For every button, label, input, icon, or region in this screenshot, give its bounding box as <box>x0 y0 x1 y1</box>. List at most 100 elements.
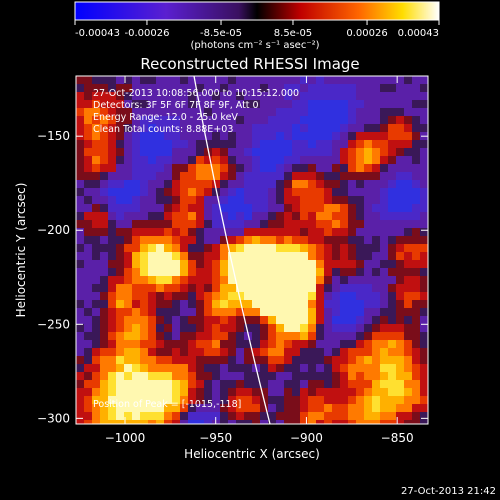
heatmap-cell <box>100 276 108 284</box>
heatmap-cell <box>188 332 196 340</box>
heatmap-cell <box>252 396 260 404</box>
heatmap-cell <box>380 292 388 300</box>
heatmap-cell <box>404 236 412 244</box>
heatmap-cell <box>84 156 92 164</box>
heatmap-cell <box>372 332 380 340</box>
heatmap-cell <box>92 292 100 300</box>
heatmap-cell <box>324 268 332 276</box>
heatmap-cell <box>180 100 188 108</box>
heatmap-cell <box>372 396 380 404</box>
heatmap-cell <box>236 348 244 356</box>
heatmap-cell <box>140 292 148 300</box>
heatmap-cell <box>196 84 204 92</box>
colorbar-tick-label: 0.00043 <box>398 28 439 39</box>
heatmap-cell <box>420 260 428 268</box>
heatmap-cell <box>340 292 348 300</box>
heatmap-cell <box>116 228 124 236</box>
heatmap-cell <box>244 276 252 284</box>
heatmap-cell <box>76 260 84 268</box>
heatmap-cell <box>212 268 220 276</box>
heatmap-cell <box>364 404 372 412</box>
heatmap-cell <box>332 92 340 100</box>
heatmap-cell <box>324 388 332 396</box>
heatmap-cell <box>340 116 348 124</box>
heatmap-cell <box>292 92 300 100</box>
heatmap-cell <box>316 148 324 156</box>
heatmap-cell <box>380 172 388 180</box>
heatmap-cell <box>188 236 196 244</box>
heatmap-cell <box>380 388 388 396</box>
heatmap-cell <box>148 108 156 116</box>
heatmap-cell <box>404 372 412 380</box>
heatmap-cell <box>404 84 412 92</box>
heatmap-cell <box>332 356 340 364</box>
heatmap-cell <box>172 196 180 204</box>
heatmap-cell <box>268 212 276 220</box>
heatmap-cell <box>204 268 212 276</box>
heatmap-cell <box>252 324 260 332</box>
heatmap-cell <box>188 132 196 140</box>
heatmap-cell <box>340 348 348 356</box>
heatmap-cell <box>116 156 124 164</box>
heatmap-cell <box>300 324 308 332</box>
heatmap-cell <box>316 276 324 284</box>
heatmap-cell <box>204 124 212 132</box>
heatmap-cell <box>276 420 284 424</box>
heatmap-cell <box>140 396 148 404</box>
heatmap-cell <box>100 404 108 412</box>
heatmap-cell <box>324 244 332 252</box>
heatmap-cell <box>268 220 276 228</box>
heatmap-cell <box>76 244 84 252</box>
heatmap-cell <box>340 108 348 116</box>
heatmap-cell <box>140 156 148 164</box>
heatmap-cell <box>300 132 308 140</box>
heatmap-cell <box>340 164 348 172</box>
heatmap-cell <box>204 140 212 148</box>
heatmap-cell <box>404 188 412 196</box>
heatmap-cell <box>76 380 84 388</box>
heatmap-cell <box>268 244 276 252</box>
heatmap-cell <box>260 92 268 100</box>
heatmap-cell <box>404 220 412 228</box>
heatmap-cell <box>396 372 404 380</box>
heatmap-cell <box>76 204 84 212</box>
heatmap-cell <box>396 132 404 140</box>
heatmap-cell <box>196 356 204 364</box>
heatmap-cell <box>364 316 372 324</box>
heatmap-cell <box>332 132 340 140</box>
heatmap-cell <box>156 188 164 196</box>
heatmap-cell <box>252 348 260 356</box>
heatmap-cell <box>380 372 388 380</box>
heatmap-cell <box>420 340 428 348</box>
heatmap-cell <box>188 196 196 204</box>
heatmap-cell <box>100 268 108 276</box>
heatmap-cell <box>100 292 108 300</box>
heatmap-cell <box>244 84 252 92</box>
heatmap-cell <box>132 332 140 340</box>
heatmap-cell <box>116 364 124 372</box>
heatmap-cell <box>396 140 404 148</box>
heatmap-cell <box>268 268 276 276</box>
heatmap-cell <box>156 396 164 404</box>
heatmap-cell <box>396 108 404 116</box>
heatmap-cell <box>116 76 124 84</box>
heatmap-cell <box>380 268 388 276</box>
heatmap-cell <box>156 212 164 220</box>
heatmap-cell <box>188 116 196 124</box>
heatmap-cell <box>156 76 164 84</box>
heatmap-cell <box>340 212 348 220</box>
heatmap-cell <box>188 84 196 92</box>
heatmap-cell <box>100 84 108 92</box>
heatmap-cell <box>108 236 116 244</box>
heatmap-cell <box>84 212 92 220</box>
heatmap-cell <box>180 124 188 132</box>
heatmap-cell <box>188 76 196 84</box>
heatmap-cell <box>292 164 300 172</box>
heatmap-cell <box>172 92 180 100</box>
heatmap-cell <box>84 364 92 372</box>
heatmap-cell <box>380 244 388 252</box>
heatmap-cell <box>212 116 220 124</box>
heatmap-cell <box>164 252 172 260</box>
heatmap-cell <box>292 156 300 164</box>
heatmap-cell <box>300 364 308 372</box>
